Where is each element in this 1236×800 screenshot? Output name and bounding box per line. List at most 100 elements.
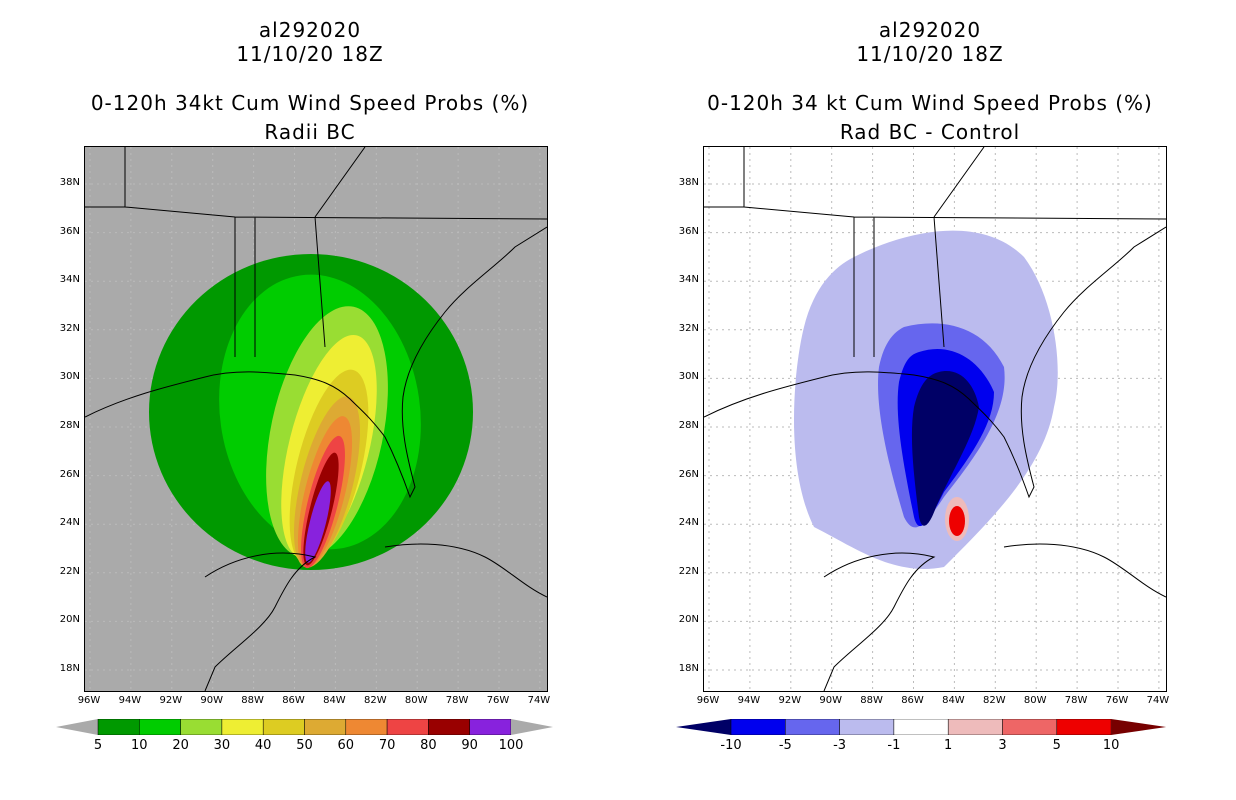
colorbar-label: 10: [1102, 738, 1120, 753]
left-title-line1: 0-120h 34kt Cum Wind Speed Probs (%): [90, 91, 530, 115]
lat-label: 18N: [678, 663, 699, 674]
lat-label: 32N: [59, 322, 80, 334]
colorbar-label: -5: [778, 738, 792, 753]
colorbar-cell: [469, 719, 512, 735]
right-date: 11/10/20 18Z: [856, 42, 1004, 66]
lon-label: 78W: [445, 695, 469, 706]
right-coastlines: [704, 147, 1166, 691]
right-title-line1: 0-120h 34 kt Cum Wind Speed Probs (%): [707, 91, 1153, 115]
lon-label: 82W: [363, 695, 387, 706]
right-map-canvas: [704, 147, 1166, 691]
colorbar-cell: [304, 719, 347, 735]
lat-label: 34N: [59, 274, 80, 286]
coastline: [823, 552, 936, 691]
colorbar-high-arrow: [1111, 719, 1167, 735]
lat-label: 22N: [678, 565, 699, 577]
lon-label: 84W: [942, 695, 965, 706]
coastline: [85, 147, 547, 357]
colorbar-cell: [428, 719, 470, 735]
lat-label: 36N: [59, 225, 80, 237]
colorbar-cell: [947, 719, 1003, 735]
left-panel-subtitle: 0-120h 34kt Cum Wind Speed Probs (%) Rad…: [40, 89, 580, 147]
lat-label: 36N: [678, 225, 699, 237]
left-colorbar-high-arrow: [511, 719, 553, 735]
lon-label: 90W: [819, 695, 842, 706]
right-difference-map: [703, 146, 1167, 692]
coastline: [704, 147, 1166, 357]
lat-label: 24N: [59, 517, 80, 529]
lon-label: 88W: [860, 695, 883, 706]
colorbar-label: -1: [887, 738, 901, 753]
colorbar-label: 40: [254, 738, 272, 753]
colorbar-label: 80: [420, 738, 437, 753]
colorbar-cell: [785, 719, 840, 735]
coastline: [384, 543, 547, 598]
right-title-line2: Rad BC - Control: [839, 120, 1021, 144]
right-panel-subtitle: 0-120h 34 kt Cum Wind Speed Probs (%) Ra…: [660, 89, 1200, 147]
lon-label: 90W: [200, 695, 223, 706]
left-colorbar-low-arrow: [56, 719, 98, 735]
left-title-line2: Radii BC: [264, 120, 356, 144]
colorbar-label: 5: [1052, 738, 1061, 753]
colorbar-label: 100: [498, 738, 524, 753]
lon-label: 94W: [118, 695, 142, 706]
right-contour-plus5: [949, 506, 965, 536]
lon-label: 76W: [486, 695, 510, 706]
left-colorbar-svg: [56, 719, 553, 735]
lon-label: 88W: [241, 695, 264, 706]
lat-label: 30N: [59, 371, 80, 383]
coastline: [85, 226, 547, 499]
colorbar-cell: [97, 719, 140, 735]
colorbar-cell: [221, 719, 264, 735]
lat-label: 26N: [59, 468, 80, 480]
lon-label: 80W: [404, 695, 428, 706]
left-probability-map: [84, 146, 548, 692]
colorbar-cell: [893, 719, 949, 735]
lat-label: 28N: [59, 420, 80, 431]
lat-label: 26N: [678, 468, 699, 480]
colorbar-label: 30: [213, 738, 231, 753]
lon-label: 74W: [1146, 695, 1170, 706]
left-contour-90: [305, 481, 331, 563]
colorbar-label: -10: [720, 738, 742, 753]
right-colorbar-svg: [676, 719, 1167, 735]
lat-label: 20N: [59, 614, 80, 626]
colorbar-label: 5: [93, 738, 103, 753]
lat-label: 20N: [678, 614, 699, 626]
colorbar-label: 10: [131, 738, 148, 753]
left-map-canvas: [85, 147, 547, 691]
lon-label: 80W: [1023, 695, 1047, 706]
colorbar-cell: [386, 719, 429, 735]
lon-label: 82W: [982, 695, 1006, 706]
colorbar-label: 20: [172, 738, 189, 753]
colorbar-cell: [1056, 719, 1112, 735]
lon-label: 92W: [778, 695, 802, 706]
lat-label: 38N: [678, 177, 699, 188]
lon-label: 76W: [1105, 695, 1129, 706]
right-storm-id: al292020: [878, 18, 982, 42]
lat-label: 18N: [59, 663, 80, 674]
lon-label: 96W: [696, 695, 720, 706]
lat-label: 32N: [678, 322, 699, 334]
lat-label: 22N: [59, 565, 80, 577]
lon-label: 94W: [737, 695, 761, 706]
left-storm-id: al292020: [258, 18, 362, 42]
left-date: 11/10/20 18Z: [236, 42, 384, 66]
colorbar-label: 3: [998, 738, 1007, 753]
lon-label: 78W: [1064, 695, 1088, 706]
colorbar-cell: [262, 719, 305, 735]
lon-label: 84W: [323, 695, 346, 706]
colorbar-cell: [1002, 719, 1058, 735]
colorbar-cell: [345, 719, 388, 735]
lon-label: 86W: [282, 695, 305, 706]
colorbar-label: 1: [944, 738, 953, 753]
lon-label: 96W: [77, 695, 101, 706]
right-colorbar-cells: [676, 719, 1167, 735]
coastline: [1003, 543, 1166, 598]
colorbar-cell: [730, 719, 786, 735]
lat-label: 28N: [678, 420, 699, 431]
left-panel-title: al292020 11/10/20 18Z: [60, 18, 560, 66]
colorbar-low-arrow: [676, 719, 731, 735]
colorbar-label: 50: [296, 738, 313, 753]
lat-label: 34N: [678, 274, 699, 286]
